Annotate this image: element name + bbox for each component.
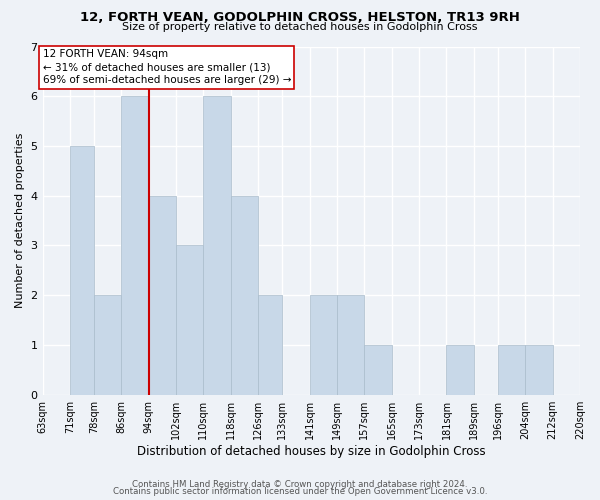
Bar <box>203 96 231 394</box>
Bar <box>525 345 553 395</box>
Bar <box>337 295 364 394</box>
Text: Contains public sector information licensed under the Open Government Licence v3: Contains public sector information licen… <box>113 488 487 496</box>
Bar <box>364 345 392 395</box>
Bar <box>121 96 149 394</box>
Text: Contains HM Land Registry data © Crown copyright and database right 2024.: Contains HM Land Registry data © Crown c… <box>132 480 468 489</box>
Bar <box>446 345 474 395</box>
Text: Size of property relative to detached houses in Godolphin Cross: Size of property relative to detached ho… <box>122 22 478 32</box>
Text: 12 FORTH VEAN: 94sqm
← 31% of detached houses are smaller (13)
69% of semi-detac: 12 FORTH VEAN: 94sqm ← 31% of detached h… <box>43 49 291 86</box>
X-axis label: Distribution of detached houses by size in Godolphin Cross: Distribution of detached houses by size … <box>137 444 485 458</box>
Y-axis label: Number of detached properties: Number of detached properties <box>15 133 25 308</box>
Bar <box>70 146 94 394</box>
Bar <box>149 196 176 394</box>
Bar <box>310 295 337 394</box>
Text: 12, FORTH VEAN, GODOLPHIN CROSS, HELSTON, TR13 9RH: 12, FORTH VEAN, GODOLPHIN CROSS, HELSTON… <box>80 11 520 24</box>
Bar <box>94 295 121 394</box>
Bar <box>498 345 525 395</box>
Bar <box>258 295 282 394</box>
Bar <box>176 246 203 394</box>
Bar <box>231 196 258 394</box>
